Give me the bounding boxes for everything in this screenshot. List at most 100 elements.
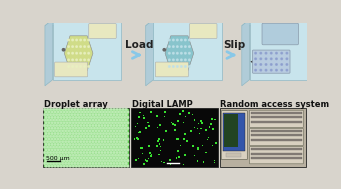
Circle shape	[84, 122, 86, 124]
Circle shape	[115, 116, 117, 119]
Circle shape	[71, 135, 73, 137]
Circle shape	[75, 133, 77, 135]
Circle shape	[113, 108, 115, 110]
Circle shape	[44, 152, 46, 153]
Circle shape	[86, 146, 88, 148]
Circle shape	[89, 162, 91, 164]
Circle shape	[62, 130, 64, 132]
Circle shape	[89, 130, 91, 132]
Bar	[198, 123, 199, 124]
Circle shape	[80, 108, 82, 110]
Circle shape	[80, 66, 81, 67]
Circle shape	[124, 165, 126, 167]
Circle shape	[115, 149, 117, 151]
Circle shape	[72, 66, 73, 67]
Circle shape	[103, 116, 104, 119]
Circle shape	[125, 119, 127, 121]
Circle shape	[116, 162, 118, 164]
Bar	[150, 111, 151, 112]
Circle shape	[84, 127, 86, 129]
Circle shape	[49, 125, 51, 126]
Circle shape	[44, 146, 46, 148]
Circle shape	[77, 108, 79, 110]
Circle shape	[86, 152, 88, 153]
Circle shape	[110, 162, 112, 164]
Circle shape	[118, 160, 120, 162]
Circle shape	[83, 114, 85, 116]
Circle shape	[77, 146, 79, 148]
Circle shape	[60, 149, 62, 151]
Circle shape	[45, 111, 47, 113]
Bar	[203, 161, 204, 163]
Circle shape	[44, 114, 46, 116]
Circle shape	[62, 135, 64, 137]
Circle shape	[49, 141, 51, 143]
Bar	[201, 122, 203, 124]
Circle shape	[281, 52, 282, 54]
Polygon shape	[242, 20, 312, 26]
Circle shape	[119, 157, 121, 159]
Circle shape	[118, 149, 120, 151]
Circle shape	[77, 152, 79, 153]
FancyBboxPatch shape	[250, 129, 303, 146]
Circle shape	[63, 138, 65, 140]
Circle shape	[72, 160, 74, 162]
Bar	[154, 125, 155, 126]
Circle shape	[124, 138, 126, 140]
Bar	[192, 146, 193, 147]
Circle shape	[124, 154, 126, 156]
Circle shape	[76, 46, 77, 47]
Bar	[170, 163, 171, 165]
Circle shape	[49, 119, 51, 121]
Circle shape	[89, 114, 91, 116]
Circle shape	[65, 125, 67, 126]
Bar	[164, 112, 166, 113]
Circle shape	[77, 157, 79, 159]
Circle shape	[281, 69, 282, 71]
Circle shape	[104, 108, 106, 110]
Circle shape	[95, 157, 97, 159]
Circle shape	[121, 154, 123, 156]
Circle shape	[184, 46, 186, 47]
Circle shape	[81, 122, 83, 124]
Circle shape	[92, 162, 94, 164]
Circle shape	[87, 154, 89, 156]
Circle shape	[53, 152, 55, 153]
Circle shape	[83, 141, 85, 143]
Bar	[156, 145, 158, 147]
Circle shape	[81, 165, 83, 167]
Circle shape	[63, 111, 65, 113]
Circle shape	[98, 114, 100, 116]
FancyBboxPatch shape	[55, 62, 88, 77]
Bar	[138, 116, 140, 118]
Circle shape	[65, 130, 67, 132]
FancyBboxPatch shape	[250, 147, 303, 164]
Circle shape	[112, 149, 114, 151]
Circle shape	[83, 119, 85, 121]
Circle shape	[181, 53, 182, 54]
Circle shape	[122, 146, 124, 148]
Circle shape	[74, 119, 76, 121]
Circle shape	[104, 130, 106, 132]
Circle shape	[101, 152, 103, 153]
Circle shape	[93, 160, 95, 162]
Circle shape	[68, 39, 69, 41]
Circle shape	[119, 130, 121, 132]
Bar	[157, 140, 159, 142]
Circle shape	[68, 59, 69, 61]
Circle shape	[92, 135, 94, 137]
Circle shape	[84, 160, 86, 162]
Circle shape	[84, 59, 85, 61]
Bar	[183, 164, 184, 165]
Circle shape	[88, 46, 89, 47]
Circle shape	[177, 59, 178, 61]
Circle shape	[89, 125, 91, 126]
Circle shape	[103, 111, 104, 113]
Bar	[212, 145, 213, 146]
Circle shape	[53, 146, 55, 148]
Circle shape	[49, 135, 51, 137]
Circle shape	[53, 119, 55, 121]
Circle shape	[86, 135, 88, 137]
Bar	[197, 148, 199, 150]
Circle shape	[100, 127, 102, 129]
